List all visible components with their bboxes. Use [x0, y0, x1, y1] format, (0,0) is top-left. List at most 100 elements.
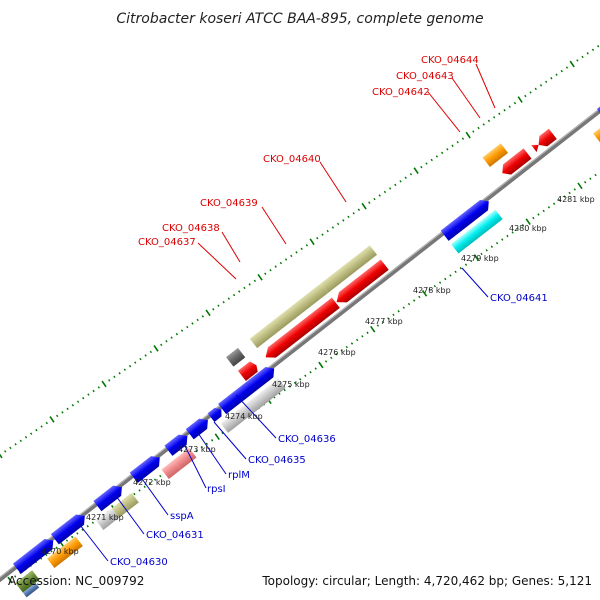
- feature-cko-04640-cds[interactable]: [262, 297, 340, 363]
- feature-cko-04642[interactable]: [482, 143, 509, 167]
- minor-tick: [205, 442, 209, 446]
- minor-tick: [435, 155, 439, 158]
- feature-cko-04631[interactable]: [95, 508, 120, 530]
- feature-cko-04637[interactable]: [226, 347, 246, 367]
- minor-tick: [568, 191, 571, 195]
- feature-cko-04641-cds[interactable]: [440, 196, 493, 241]
- tick-label: 4281 kbp: [557, 195, 595, 204]
- label-cko-04635[interactable]: CKO_04635: [248, 455, 306, 466]
- feature-rpsi[interactable]: [161, 460, 181, 479]
- label-cko-04631[interactable]: CKO_04631: [146, 530, 204, 541]
- minor-tick: [361, 335, 364, 338]
- minor-tick: [248, 283, 251, 286]
- minor-tick: [345, 345, 348, 349]
- label-cko-04636[interactable]: CKO_04636: [278, 434, 336, 445]
- minor-tick: [35, 428, 38, 432]
- minor-tick: [326, 229, 329, 233]
- major-tick: [49, 416, 55, 423]
- feature-cko-04639[interactable]: [249, 283, 329, 349]
- feature-green-b[interactable]: [28, 570, 40, 583]
- minor-tick: [524, 94, 527, 98]
- feature-orange-right[interactable]: [593, 123, 600, 143]
- minor-tick: [153, 478, 157, 481]
- feature-cko-04643b[interactable]: [531, 141, 541, 153]
- minor-tick: [87, 393, 90, 396]
- label-sspa[interactable]: sspA: [170, 511, 194, 522]
- minor-tick: [128, 364, 132, 368]
- feature-fwd-7[interactable]: [207, 405, 225, 422]
- minor-tick: [138, 489, 141, 492]
- minor-tick: [139, 357, 142, 361]
- minor-tick: [413, 299, 416, 302]
- tick-label: 4272 kbp: [133, 478, 171, 487]
- feature-cko-04630[interactable]: [47, 536, 83, 569]
- major-tick: [517, 96, 523, 103]
- minor-tick: [521, 224, 525, 227]
- label-cko-04640[interactable]: CKO_04640: [263, 154, 321, 165]
- label-cko-04639[interactable]: CKO_04639: [200, 198, 258, 209]
- minor-tick: [288, 385, 291, 388]
- feature-green[interactable]: [15, 573, 36, 593]
- minor-tick: [493, 116, 496, 119]
- minor-tick: [65, 539, 69, 542]
- tick-label: 4279 kbp: [461, 254, 499, 263]
- major-tick: [525, 218, 531, 226]
- minor-tick: [350, 342, 354, 345]
- minor-tick: [196, 318, 199, 322]
- minor-tick: [513, 101, 517, 105]
- feature-rplm[interactable]: [173, 448, 197, 470]
- minor-tick: [373, 197, 376, 201]
- feature-cko-04643[interactable]: [498, 148, 532, 178]
- label-rplm[interactable]: rplM: [228, 470, 250, 481]
- feature-cko-04638[interactable]: [237, 360, 260, 381]
- label-cko-04638[interactable]: CKO_04638: [162, 223, 220, 234]
- feature-fwd-3[interactable]: [93, 482, 125, 512]
- minor-tick: [238, 290, 241, 293]
- minor-tick: [324, 360, 328, 363]
- minor-tick: [407, 302, 411, 306]
- feature-fwd-4[interactable]: [129, 452, 164, 483]
- feature-fwd-6[interactable]: [185, 415, 212, 440]
- feature-cko-04644[interactable]: [535, 128, 557, 150]
- minor-tick: [269, 268, 272, 272]
- minor-tick: [335, 353, 338, 356]
- minor-tick: [347, 215, 350, 219]
- genome-backbone-highlight: [0, 107, 600, 579]
- label-cko-04641[interactable]: CKO_04641: [490, 293, 548, 304]
- feature-steel[interactable]: [22, 582, 40, 598]
- feature-cko-04640[interactable]: [320, 245, 378, 293]
- minor-tick: [321, 233, 324, 236]
- feature-fwd-1[interactable]: [12, 535, 57, 574]
- feature-fwd-2[interactable]: [50, 511, 89, 545]
- minor-tick: [378, 194, 381, 197]
- minor-tick: [342, 219, 345, 222]
- feature-cko-04636[interactable]: [220, 378, 286, 433]
- minor-tick: [66, 407, 69, 411]
- label-cko-04643[interactable]: CKO_04643: [396, 71, 454, 82]
- feature-cko-04640b-cds[interactable]: [333, 259, 389, 308]
- minor-tick: [498, 112, 501, 115]
- feature-cko-04641[interactable]: [451, 209, 503, 254]
- minor-tick: [191, 322, 194, 325]
- bottom-label-leaders: [79, 267, 489, 562]
- label-rpsi[interactable]: rpsI: [207, 484, 226, 495]
- tick-label: 4277 kbp: [365, 317, 403, 326]
- feature-sspa[interactable]: [111, 492, 139, 518]
- label-cko-04637[interactable]: CKO_04637: [138, 237, 196, 248]
- minor-tick: [217, 304, 220, 307]
- minor-tick: [71, 404, 74, 407]
- minor-tick: [45, 421, 48, 425]
- label-cko-04644[interactable]: CKO_04644: [421, 55, 479, 66]
- label-cko-04630[interactable]: CKO_04630: [110, 557, 168, 568]
- minor-tick: [558, 198, 561, 202]
- minor-tick: [336, 222, 340, 226]
- minor-tick: [490, 245, 494, 248]
- feature-fwd-5[interactable]: [164, 431, 191, 456]
- label-cko-04642[interactable]: CKO_04642: [372, 87, 430, 98]
- minor-tick: [30, 432, 33, 435]
- feature-fwd-8[interactable]: [218, 363, 278, 415]
- minor-tick: [376, 324, 380, 327]
- minor-tick: [86, 525, 89, 528]
- minor-tick: [91, 521, 95, 524]
- minor-tick: [397, 310, 400, 313]
